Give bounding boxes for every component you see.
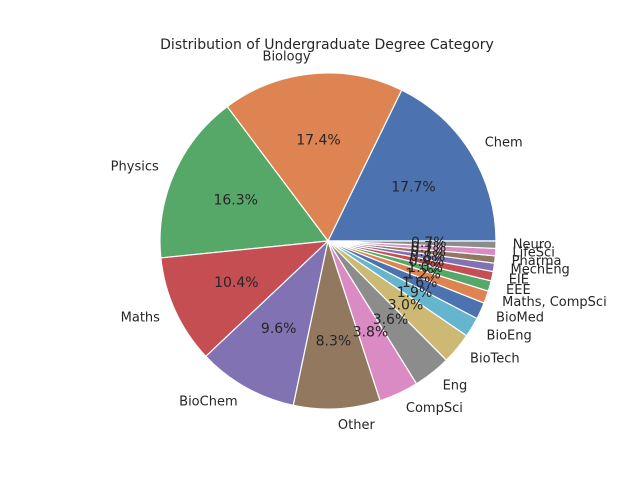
pie-slices — [159, 72, 497, 410]
percent-label-biology: 17.4% — [296, 133, 340, 149]
pie-slice-biochem — [205, 239, 329, 407]
category-label-biomed: BioMed — [496, 310, 544, 325]
percent-label-compsci: 3.8% — [353, 324, 389, 340]
category-label-eng: Eng — [443, 379, 468, 394]
category-label-pharma: Pharma — [512, 254, 562, 269]
category-label-maths-compsci: Maths, CompSci — [502, 295, 607, 310]
pie-slice-biology — [226, 72, 403, 243]
percent-label-biotech: 3.0% — [388, 297, 424, 313]
percent-label-mecheng: 0.8% — [410, 249, 446, 265]
category-label-chem: Chem — [485, 136, 523, 151]
percent-label-eie: 0.9% — [409, 254, 445, 270]
category-label-biology: Biology — [263, 50, 311, 65]
category-label-lifesci: LifeSci — [512, 246, 554, 261]
chart-title: Distribution of Undergraduate Degree Cat… — [160, 37, 494, 53]
pie-slice-neuro — [327, 240, 497, 250]
percent-label-biomed: 1.6% — [402, 275, 438, 291]
category-label-maths: Maths — [121, 310, 161, 325]
percent-label-maths-compsci: 1.2% — [405, 267, 441, 283]
category-label-bioeng: BioEng — [487, 328, 532, 343]
percent-label-physics: 16.3% — [213, 193, 257, 209]
percent-label-maths: 10.4% — [214, 275, 258, 291]
category-labels: Chem Biology Physics Maths BioChem Other CompS… — [111, 50, 607, 434]
pie-slice-chem — [327, 89, 497, 242]
percent-label-chem: 17.7% — [391, 180, 435, 196]
percent-label-eee: 1.0% — [407, 260, 443, 276]
pie-slice-other — [292, 238, 381, 410]
pie-slice-physics — [159, 105, 330, 259]
category-label-other: Other — [338, 418, 376, 433]
pie-slice-maths — [160, 240, 330, 358]
percent-label-neuro: 0.7% — [411, 235, 447, 251]
percent-label-pharma: 0.7% — [410, 244, 446, 260]
percent-label-bioeng: 1.9% — [397, 285, 433, 301]
category-label-compsci: CompSci — [406, 401, 463, 416]
percent-label-eng: 3.6% — [373, 312, 409, 328]
category-label-eie: EIE — [509, 272, 529, 287]
percent-label-other: 8.3% — [316, 334, 352, 350]
category-label-biochem: BioChem — [179, 395, 237, 410]
percent-label-biochem: 9.6% — [261, 321, 297, 337]
percent-label-lifesci: 0.7% — [411, 240, 447, 256]
category-label-mecheng: MechEng — [511, 263, 570, 278]
percent-labels: 17.7% 17.4% 16.3% 10.4% 9.6% 8.3%3.8%3.6%3.0%… — [213, 133, 446, 350]
category-label-neuro: Neuro — [513, 238, 552, 253]
category-label-eee: EEE — [506, 283, 531, 298]
category-label-physics: Physics — [111, 159, 159, 174]
category-label-biotech: BioTech — [470, 352, 520, 367]
